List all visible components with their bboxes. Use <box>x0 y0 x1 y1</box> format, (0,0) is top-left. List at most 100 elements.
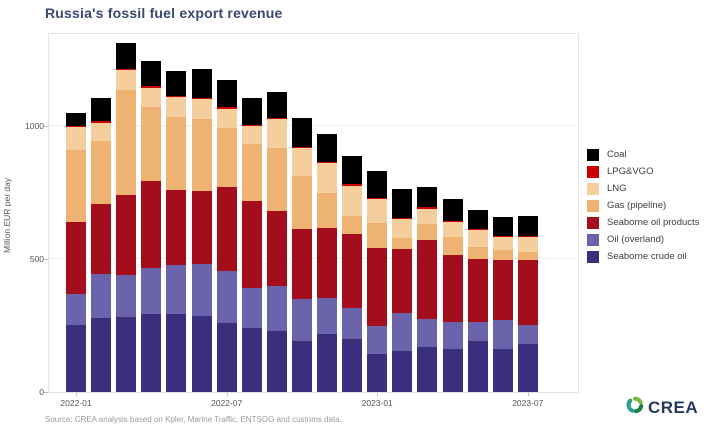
bar-segment <box>266 117 287 119</box>
bar-segment <box>317 162 337 193</box>
plot-inner <box>49 34 578 392</box>
bar-segment <box>492 260 513 321</box>
bar-segment <box>66 150 86 223</box>
bar-segment <box>367 197 388 200</box>
y-axis-label: Million EUR per day <box>2 177 12 253</box>
y-tick-mark <box>44 392 48 393</box>
bar-segment <box>141 87 162 108</box>
bar-segment <box>66 125 86 127</box>
x-tick-label: 2023-07 <box>512 398 544 408</box>
bar-segment <box>417 223 438 241</box>
bar-segment <box>241 143 262 201</box>
bar-segment <box>417 347 438 392</box>
bar-segment <box>141 180 162 268</box>
bar-segment <box>241 287 262 328</box>
bar-2022-06 <box>191 34 212 392</box>
bar-segment <box>467 340 488 392</box>
bar-segment <box>116 275 137 318</box>
bar-segment <box>517 216 538 236</box>
legend-item: Coal <box>587 146 699 163</box>
bar-segment <box>467 210 488 229</box>
bar-segment <box>191 97 212 100</box>
bar-2022-11 <box>317 34 337 392</box>
bar-segment <box>367 171 388 198</box>
y-tick-label: 500 <box>29 253 44 264</box>
bar-segment <box>291 117 312 147</box>
bar-segment <box>116 43 137 69</box>
page-title: Russia's fossil fuel export revenue <box>45 5 283 21</box>
bar-segment <box>492 236 513 251</box>
bar-segment <box>317 298 337 334</box>
legend-swatch <box>587 165 599 178</box>
crea-logo-text: CREA <box>648 397 699 417</box>
legend-label: LPG&VGO <box>607 166 654 177</box>
bar-segment <box>241 125 262 144</box>
bar-segment <box>216 107 237 109</box>
bar-segment <box>342 307 363 340</box>
bar-segment <box>66 222 86 294</box>
x-tick-label: 2022-07 <box>210 398 243 408</box>
bar-segment <box>392 217 413 219</box>
bar-segment <box>392 312 413 352</box>
bar-segment <box>342 339 363 392</box>
legend-label: Coal <box>607 149 627 160</box>
legend-item: Oil (overland) <box>587 231 699 248</box>
bar-segment <box>342 155 363 185</box>
bar-2022-12 <box>342 34 363 392</box>
legend-label: Oil (overland) <box>607 234 665 245</box>
bar-segment <box>91 317 112 392</box>
bar-segment <box>442 322 463 349</box>
bar-segment <box>141 313 162 392</box>
bar-segment <box>317 228 337 299</box>
bar-segment <box>66 126 86 151</box>
bar-segment <box>492 320 513 349</box>
bar-segment <box>317 161 337 163</box>
bar-segment <box>191 99 212 120</box>
bar-segment <box>291 228 312 299</box>
bar-segment <box>266 211 287 287</box>
bar-segment <box>166 95 187 97</box>
bar-segment <box>392 248 413 313</box>
bar-segment <box>342 233 363 308</box>
legend-item: Seaborne oil products <box>587 214 699 231</box>
bar-segment <box>241 97 262 125</box>
bar-2022-04 <box>141 34 162 392</box>
bar-segment <box>291 147 312 176</box>
bar-segment <box>266 331 287 392</box>
bar-segment <box>367 223 388 249</box>
bar-segment <box>266 118 287 148</box>
bar-segment <box>141 86 162 88</box>
gridline-1000 <box>49 124 578 126</box>
bar-2022-01 <box>66 34 86 392</box>
bar-segment <box>367 353 388 392</box>
bar-segment <box>191 264 212 316</box>
bar-segment <box>417 240 438 319</box>
bar-segment <box>266 286 287 332</box>
bar-segment <box>91 141 112 205</box>
bar-segment <box>367 199 388 223</box>
legend-item: LPG&VGO <box>587 163 699 180</box>
bar-segment <box>291 340 312 392</box>
bar-segment <box>342 185 363 216</box>
bar-segment <box>216 127 237 187</box>
legend-swatch <box>587 199 599 212</box>
bar-segment <box>266 91 287 118</box>
bar-segment <box>216 108 237 128</box>
bar-segment <box>442 221 463 237</box>
bar-segment <box>467 228 488 231</box>
bar-segment <box>216 270 237 324</box>
bar-segment <box>166 96 187 117</box>
bar-2022-05 <box>166 34 187 392</box>
bar-segment <box>141 267 162 314</box>
bar-segment <box>442 220 463 222</box>
bar-segment <box>467 322 488 341</box>
crea-logo-icon <box>626 396 644 419</box>
bar-segment <box>291 298 312 341</box>
bar-2022-10 <box>291 34 312 392</box>
bar-segment <box>392 188 413 218</box>
bar-2022-02 <box>91 34 112 392</box>
bar-segment <box>442 236 463 256</box>
bar-segment <box>442 198 463 221</box>
bar-segment <box>517 325 538 344</box>
